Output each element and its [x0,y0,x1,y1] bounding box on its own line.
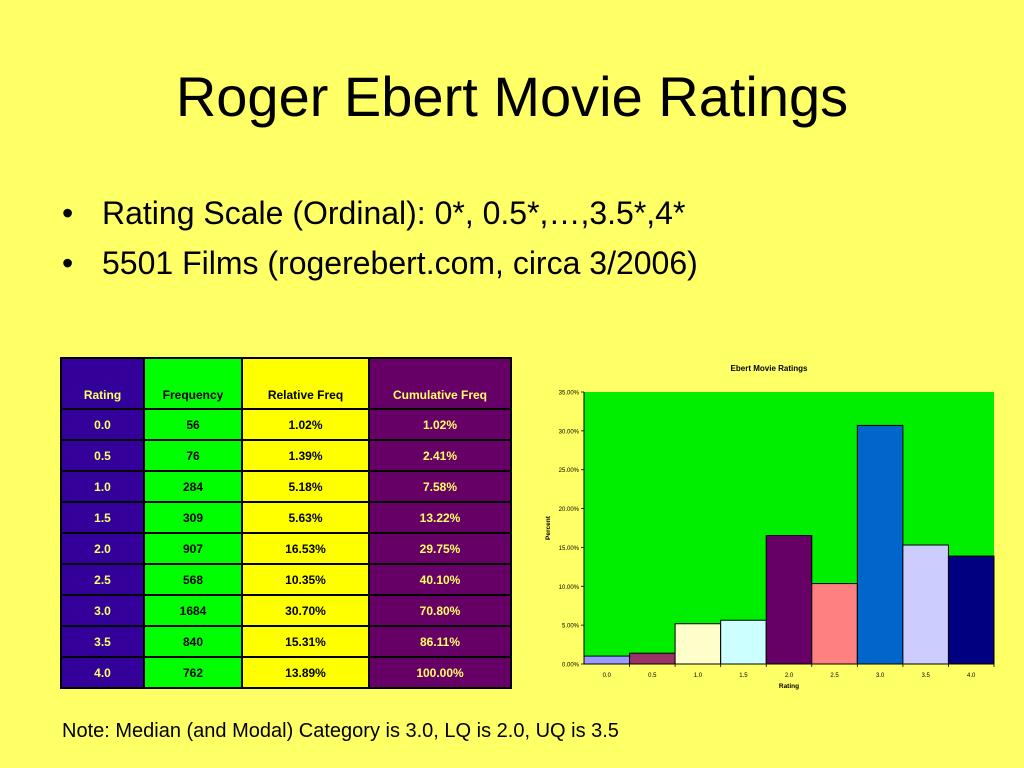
cell-rating: 1.5 [61,502,144,533]
x-tick-label: 1.5 [739,673,748,679]
y-tick-label: 10.00% [559,585,580,591]
cell-relative-freq: 1.02% [242,409,369,440]
cell-cumulative-freq: 1.02% [369,409,511,440]
cell-rating: 0.5 [61,440,144,471]
chart-title: Ebert Movie Ratings [731,364,808,373]
cell-relative-freq: 10.35% [242,564,369,595]
cell-frequency: 309 [144,502,242,533]
y-tick-label: 25.00% [559,468,580,474]
table-row: 2.0 907 16.53% 29.75% [61,533,511,564]
bar [584,656,630,664]
table-row: 2.5 568 10.35% 40.10% [61,564,511,595]
cell-relative-freq: 15.31% [242,626,369,657]
bullet-glyph: • [62,238,102,288]
x-axis-label: Rating [779,683,799,690]
cell-relative-freq: 5.18% [242,471,369,502]
y-tick-label: 20.00% [559,507,580,513]
bullet-text: Rating Scale (Ordinal): 0*, 0.5*,…,3.5*,… [102,195,685,231]
cell-cumulative-freq: 2.41% [369,440,511,471]
bar [948,556,994,664]
bullet-glyph: • [62,188,102,238]
cell-relative-freq: 13.89% [242,657,369,688]
cell-rating: 0.0 [61,409,144,440]
bar [903,545,949,664]
table-row: 0.5 76 1.39% 2.41% [61,440,511,471]
cell-frequency: 1684 [144,595,242,626]
x-tick-label: 2.5 [830,673,839,679]
x-tick-label: 3.5 [921,673,930,679]
cell-cumulative-freq: 13.22% [369,502,511,533]
cell-cumulative-freq: 100.00% [369,657,511,688]
cell-rating: 1.0 [61,471,144,502]
y-axis-label: Percent [545,515,552,540]
bar [630,653,676,664]
x-tick-label: 4.0 [967,673,976,679]
bar [812,584,858,664]
table-row: 3.5 840 15.31% 86.11% [61,626,511,657]
table-row: 3.0 1684 30.70% 70.80% [61,595,511,626]
cell-rating: 3.5 [61,626,144,657]
y-tick-label: 30.00% [559,429,580,435]
table-row: 4.0 762 13.89% 100.00% [61,657,511,688]
slide-title: Roger Ebert Movie Ratings [0,62,1024,132]
x-tick-label: 0.5 [648,673,657,679]
header-relative-freq: Relative Freq [242,358,369,409]
bar [857,425,903,664]
bullet-list: • Rating Scale (Ordinal): 0*, 0.5*,…,3.5*… [62,188,698,288]
cell-cumulative-freq: 7.58% [369,471,511,502]
cell-frequency: 56 [144,409,242,440]
table-row: 1.0 284 5.18% 7.58% [61,471,511,502]
header-rating: Rating [61,358,144,409]
frequency-table: Rating Frequency Relative Freq Cumulativ… [60,357,512,689]
y-tick-label: 5.00% [562,624,580,630]
header-frequency: Frequency [144,358,242,409]
cell-cumulative-freq: 29.75% [369,533,511,564]
table-header-row: Rating Frequency Relative Freq Cumulativ… [61,358,511,409]
x-tick-label: 3.0 [876,673,885,679]
cell-rating: 2.0 [61,533,144,564]
cell-frequency: 76 [144,440,242,471]
cell-cumulative-freq: 40.10% [369,564,511,595]
cell-frequency: 568 [144,564,242,595]
cell-rating: 2.5 [61,564,144,595]
bar [721,620,767,664]
x-tick-label: 1.0 [694,673,703,679]
y-tick-label: 35.00% [559,391,580,397]
cell-frequency: 840 [144,626,242,657]
cell-relative-freq: 30.70% [242,595,369,626]
cell-frequency: 762 [144,657,242,688]
bar [675,624,721,664]
note-text: Note: Median (and Modal) Category is 3.0… [62,716,619,746]
x-tick-label: 0.0 [603,673,612,679]
cell-relative-freq: 5.63% [242,502,369,533]
cell-frequency: 907 [144,533,242,564]
cell-cumulative-freq: 86.11% [369,626,511,657]
cell-rating: 3.0 [61,595,144,626]
cell-frequency: 284 [144,471,242,502]
table-row: 1.5 309 5.63% 13.22% [61,502,511,533]
cell-relative-freq: 1.39% [242,440,369,471]
header-cumulative-freq: Cumulative Freq [369,358,511,409]
y-tick-label: 15.00% [559,546,580,552]
bullet-item: • Rating Scale (Ordinal): 0*, 0.5*,…,3.5*… [62,188,698,238]
bullet-text: 5501 Films (rogerebert.com, circa 3/2006… [102,245,698,281]
cell-relative-freq: 16.53% [242,533,369,564]
y-tick-label: 0.00% [562,663,580,669]
x-tick-label: 2.0 [785,673,794,679]
ratings-bar-chart: Ebert Movie Ratings 0.00% 5.00% 10.00% 15.00… [536,360,998,692]
bullet-item: • 5501 Films (rogerebert.com, circa 3/200… [62,238,698,288]
bar [766,536,812,664]
cell-cumulative-freq: 70.80% [369,595,511,626]
cell-rating: 4.0 [61,657,144,688]
table-row: 0.0 56 1.02% 1.02% [61,409,511,440]
